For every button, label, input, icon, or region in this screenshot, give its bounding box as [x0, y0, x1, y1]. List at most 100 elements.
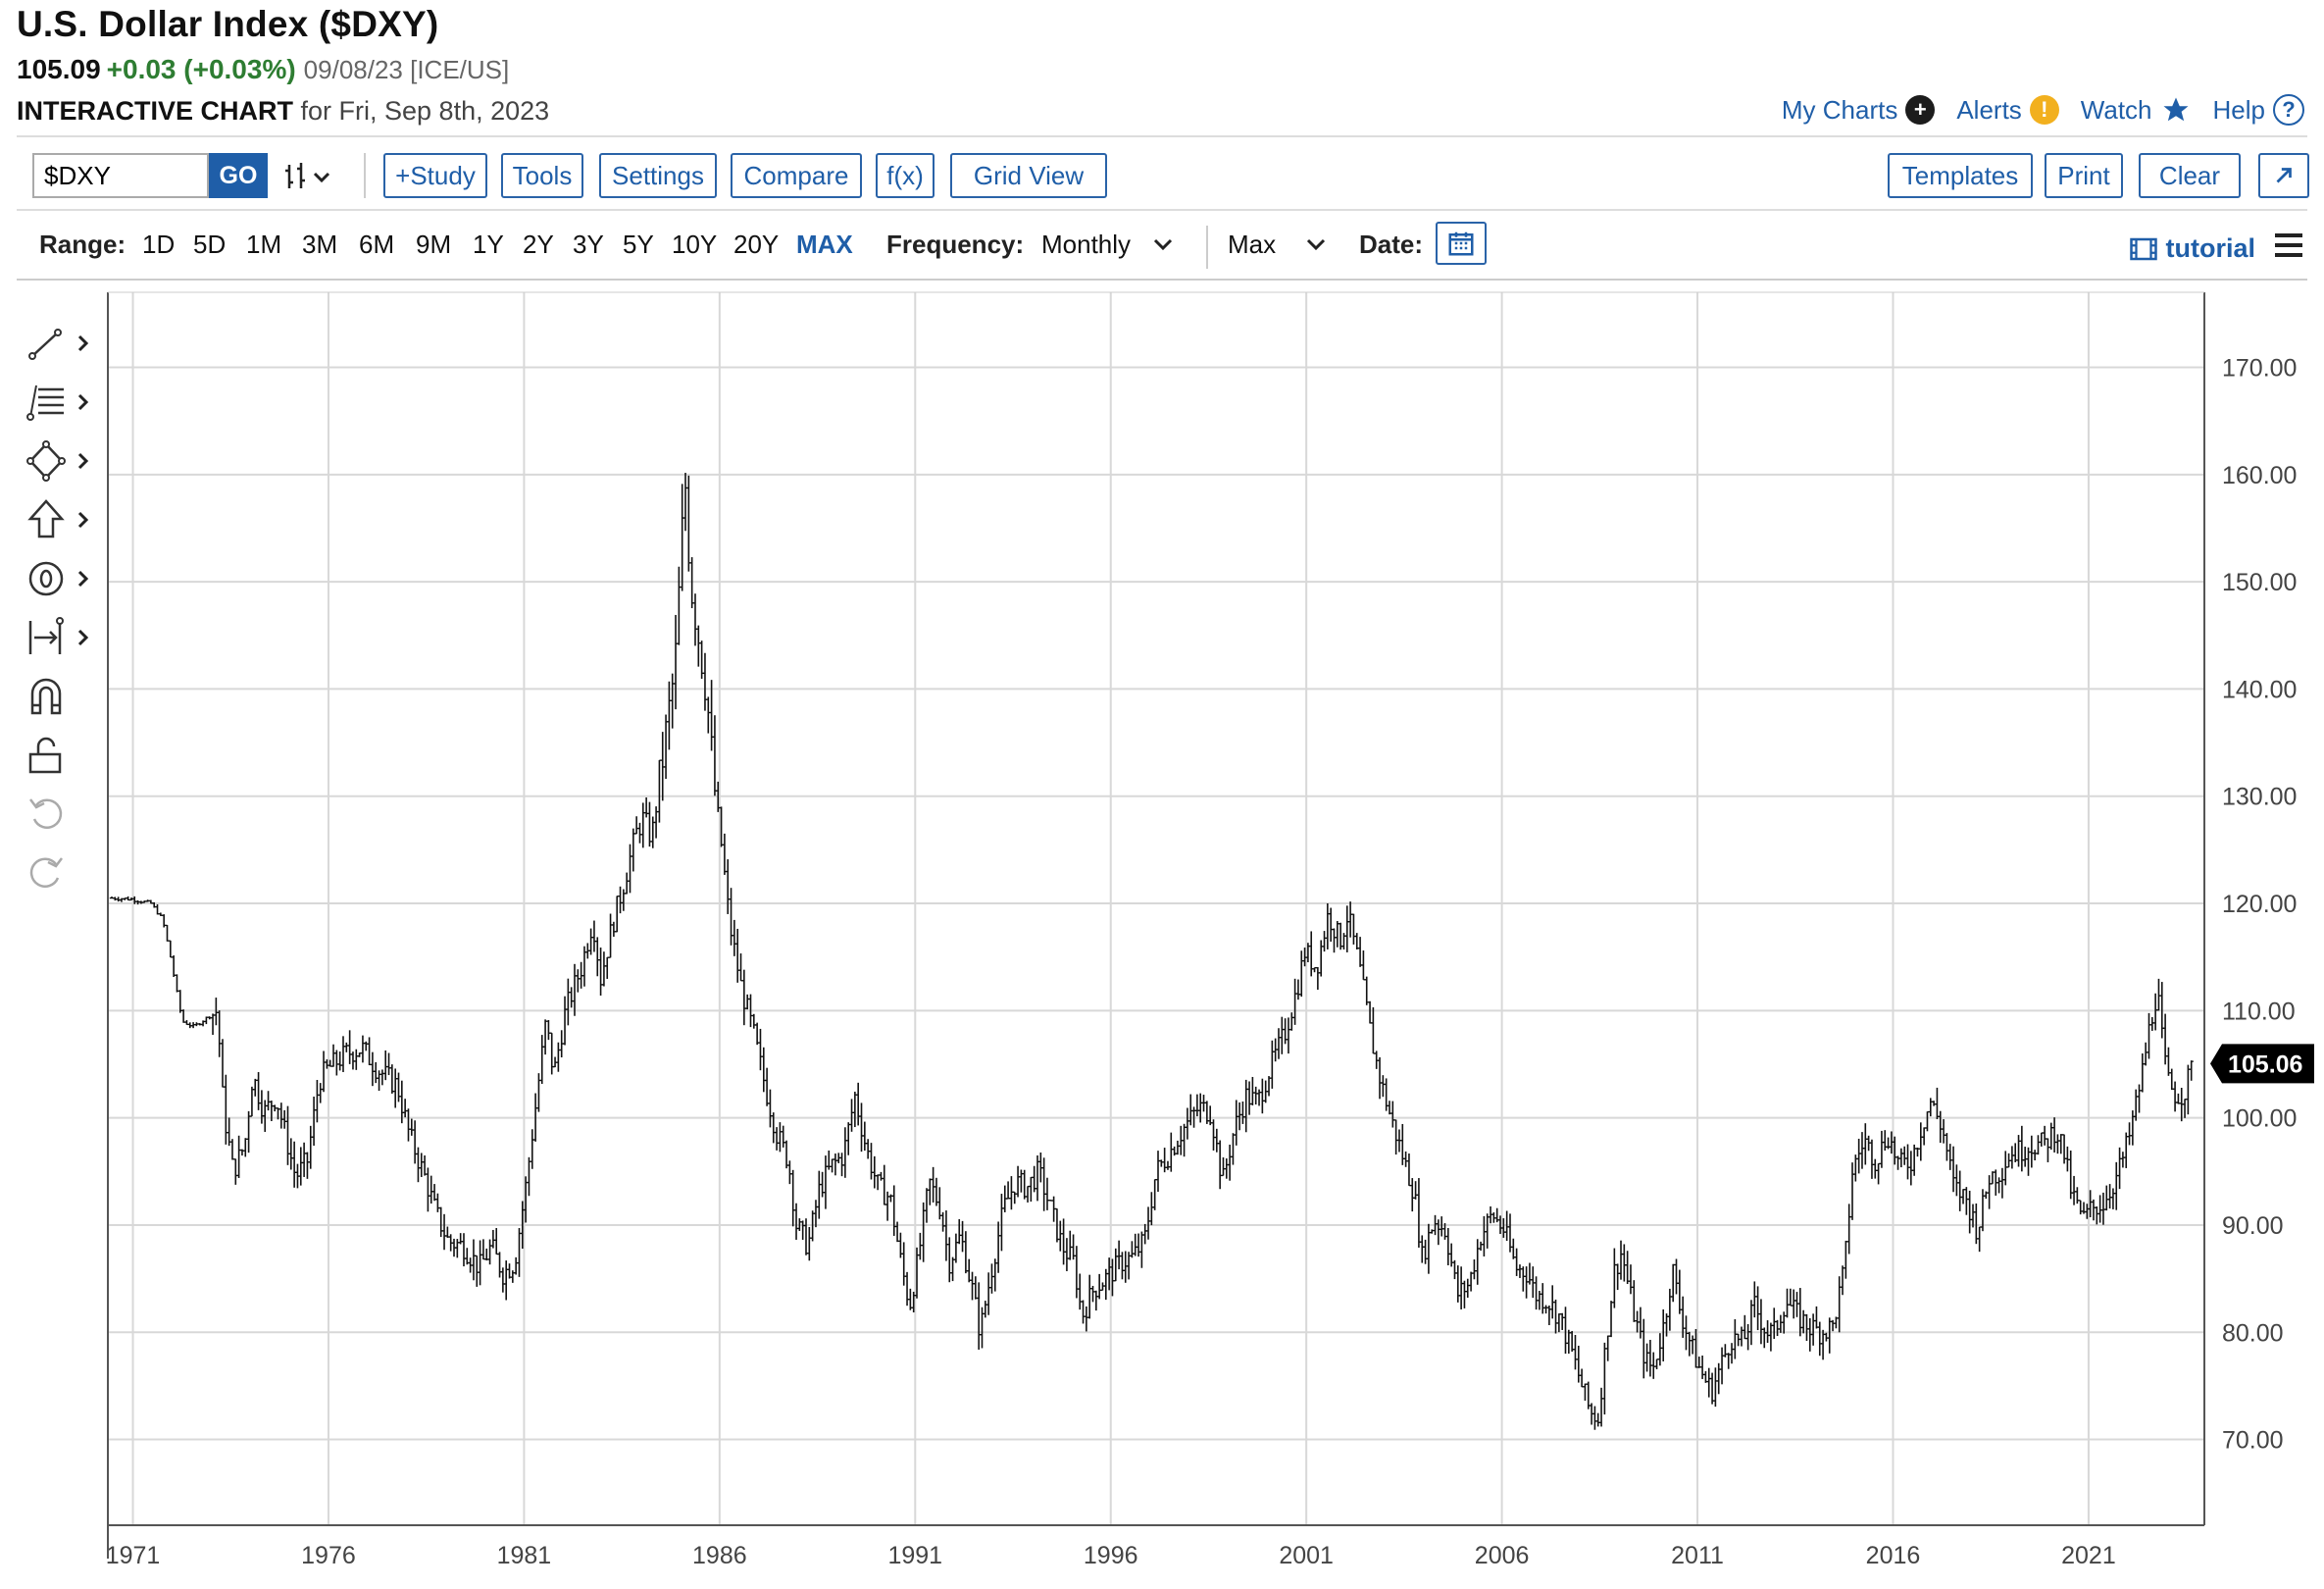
clear-button[interactable]: Clear [2139, 153, 2241, 198]
ohlc-bar [344, 1042, 349, 1052]
range-10y[interactable]: 10Y [672, 230, 718, 259]
ohlc-bar [253, 1078, 258, 1097]
ohlc-bar [1155, 1151, 1161, 1193]
ohlc-bar [734, 928, 740, 983]
range-1d[interactable]: 1D [142, 230, 176, 259]
range-5y[interactable]: 5Y [623, 230, 654, 259]
range-5d[interactable]: 5D [193, 230, 227, 259]
ohlc-bar [2013, 1143, 2018, 1162]
redo-button[interactable] [25, 848, 93, 897]
ohlc-bar [465, 1248, 470, 1265]
line-tool-button[interactable] [25, 319, 93, 368]
ohlc-bar [1090, 1285, 1095, 1303]
fib-tool-button[interactable] [25, 378, 93, 427]
ohlc-bar [2130, 1110, 2136, 1146]
range-3m[interactable]: 3M [302, 230, 338, 259]
range-2y[interactable]: 2Y [523, 230, 554, 259]
symbol-input[interactable] [32, 153, 209, 198]
study-button[interactable]: +Study [383, 153, 487, 198]
ohlc-bar [650, 816, 655, 848]
tutorial-link[interactable]: tutorial [2129, 233, 2255, 264]
magnet-button[interactable] [25, 672, 93, 721]
range-6m[interactable]: 6M [359, 230, 395, 259]
ohlc-bar [2133, 1089, 2139, 1121]
text-tool-button[interactable] [25, 554, 93, 603]
compare-button[interactable]: Compare [731, 153, 862, 198]
tools-button[interactable]: Tools [501, 153, 583, 198]
ohlc-bar [461, 1233, 467, 1267]
fx-button[interactable]: f(x) [876, 153, 935, 198]
range-3y[interactable]: 3Y [573, 230, 604, 259]
ohlc-bar [1824, 1332, 1829, 1342]
ohlc-bar [950, 1256, 955, 1282]
measure-tool-button[interactable] [25, 613, 93, 662]
ohlc-bar [399, 1080, 405, 1124]
ohlc-bar [2182, 1099, 2188, 1118]
ohlc-bar [1280, 1016, 1285, 1054]
ohlc-bar [1667, 1288, 1673, 1331]
ohlc-bar [546, 1019, 551, 1041]
my-charts-link[interactable]: My Charts + [1782, 94, 1936, 126]
frequency-select[interactable]: Monthly [1041, 230, 1175, 260]
ohlc-bar [285, 1105, 290, 1165]
range-1y[interactable]: 1Y [473, 230, 504, 259]
ohlc-bar [1563, 1307, 1568, 1355]
ohlc-bar [475, 1255, 480, 1287]
undo-button[interactable] [25, 790, 93, 839]
go-button[interactable]: GO [209, 153, 268, 198]
settings-button[interactable]: Settings [599, 153, 717, 198]
expand-button[interactable] [2258, 153, 2309, 198]
ohlc-bar [1361, 950, 1366, 981]
templates-button[interactable]: Templates [1888, 153, 2033, 198]
ohlc-bar [1908, 1151, 1914, 1186]
ohlc-bar [1322, 931, 1327, 952]
ohlc-bar [2097, 1195, 2102, 1223]
range-20y[interactable]: 20Y [733, 230, 780, 259]
alerts-link[interactable]: Alerts ! [1956, 94, 2059, 126]
ohlc-bar [1130, 1241, 1135, 1258]
ohlc-bar [1632, 1280, 1637, 1322]
ohlc-bar [1729, 1343, 1735, 1364]
ohlc-bar [2156, 978, 2161, 1011]
watch-link[interactable]: Watch [2081, 94, 2192, 126]
price-change: +0.03 (+0.03%) [106, 54, 296, 84]
range-1m[interactable]: 1M [246, 230, 282, 259]
ohlc-bar [360, 1035, 366, 1063]
date-picker-button[interactable] [1436, 222, 1487, 265]
ohlc-bar [813, 1200, 819, 1228]
toolbar-divider-line [17, 209, 2307, 211]
range-max[interactable]: MAX [796, 230, 853, 259]
ohlc-bar [2029, 1135, 2035, 1168]
date-label: Date: [1359, 230, 1424, 259]
ohlc-bar [1332, 928, 1337, 953]
range-9m[interactable]: 9M [416, 230, 452, 259]
print-button[interactable]: Print [2045, 153, 2123, 198]
ohlc-bar [256, 1072, 261, 1110]
ohlc-bar [1234, 1100, 1238, 1146]
ohlc-bar [1827, 1317, 1832, 1354]
ohlc-bar [412, 1120, 418, 1164]
ohlc-bar [364, 1041, 369, 1051]
ohlc-bar [1647, 1340, 1653, 1377]
ohlc-bar [243, 1138, 248, 1157]
grid-view-button[interactable]: Grid View [950, 153, 1107, 198]
help-link[interactable]: Help ? [2213, 94, 2304, 126]
ohlc-bar [660, 732, 665, 801]
lock-button[interactable] [25, 731, 93, 780]
ohlc-bar [478, 1240, 482, 1286]
ohlc-bar [1260, 1078, 1265, 1114]
ohlc-bar [865, 1139, 871, 1159]
period-select[interactable]: Max [1228, 230, 1328, 260]
ohlc-bar [1445, 1227, 1451, 1266]
shape-tool-button[interactable] [25, 436, 93, 486]
ohlc-bar [995, 1221, 1001, 1273]
y-tick-label: 110.00 [2222, 998, 2296, 1025]
hamburger-menu-icon[interactable] [2273, 231, 2304, 259]
arrow-tool-button[interactable] [25, 495, 93, 544]
ohlc-bar [513, 1256, 519, 1275]
ohlc-bar [591, 920, 597, 952]
ohlc-bar [1351, 913, 1356, 945]
ohlc-bar [298, 1147, 303, 1186]
chart-type-dropdown[interactable] [283, 159, 342, 194]
